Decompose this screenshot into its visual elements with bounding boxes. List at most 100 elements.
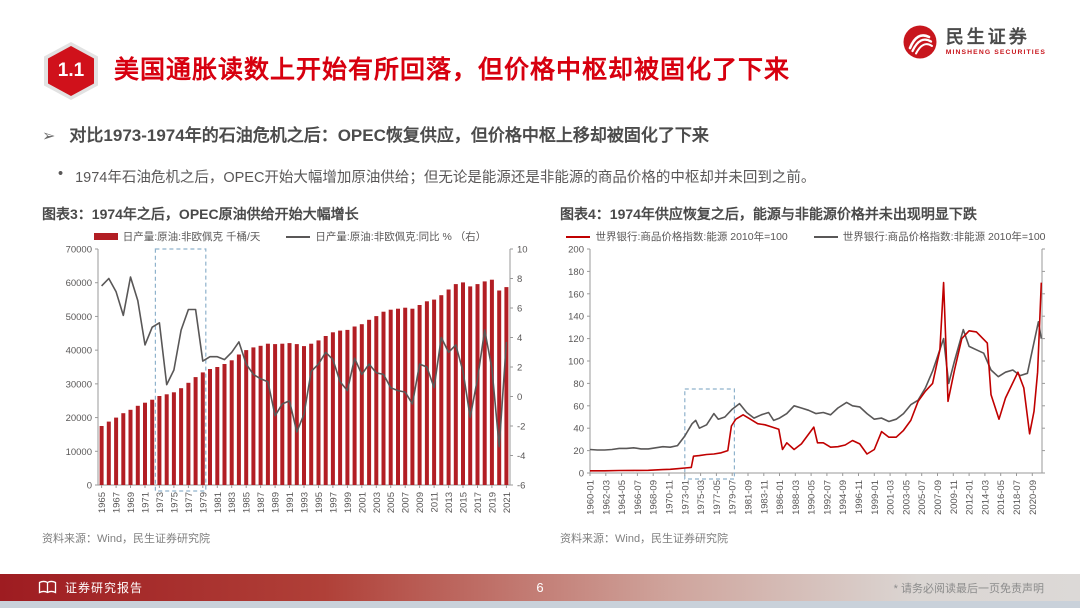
chart4-legend-energy-label: 世界银行:商品价格指数:能源 2010年=100 (595, 231, 788, 243)
svg-text:2012-01: 2012-01 (965, 480, 976, 515)
svg-text:2005: 2005 (386, 492, 397, 513)
svg-text:120: 120 (568, 334, 584, 345)
svg-text:2020-09: 2020-09 (1028, 480, 1039, 515)
highlight-box (684, 388, 736, 480)
svg-text:1992-07: 1992-07 (822, 480, 833, 515)
svg-text:1960-01: 1960-01 (586, 480, 597, 515)
svg-text:2005-07: 2005-07 (917, 480, 928, 515)
svg-text:10000: 10000 (66, 447, 92, 458)
red-line-swatch-icon (566, 235, 591, 238)
svg-text:2009: 2009 (415, 492, 426, 513)
svg-text:50000: 50000 (66, 312, 92, 323)
svg-text:180: 180 (568, 267, 584, 278)
svg-text:1995: 1995 (314, 492, 325, 513)
chart4-legend-nonenergy-label: 世界银行:商品价格指数:非能源 2010年=100 (842, 231, 1046, 243)
logo-name-en: MINSHENG SECURITIES (945, 48, 1046, 56)
report-book-icon (38, 580, 57, 594)
svg-text:2: 2 (517, 363, 522, 374)
line-swatch-icon (286, 235, 311, 238)
company-logo: 民生证券 MINSHENG SECURITIES (902, 24, 1046, 60)
bullet-heading-text: 对比1973-1974年的石油危机之后：OPEC恢复供应，但价格中枢上移却被固化… (69, 126, 709, 145)
chart4-source: 资料来源：Wind，民生证券研究院 (560, 533, 729, 545)
yoy-line (101, 276, 508, 448)
svg-text:1990-05: 1990-05 (807, 480, 818, 515)
svg-text:200: 200 (568, 245, 584, 256)
svg-text:1993: 1993 (300, 492, 311, 513)
chart3-source: 资料来源：Wind，民生证券研究院 (42, 533, 211, 545)
svg-text:1968-09: 1968-09 (649, 480, 660, 515)
bullet-detail: • 1974年石油危机之后，OPEC开始大幅增加原油供给；但无论是能源还是非能源… (58, 166, 1018, 187)
svg-text:1975-03: 1975-03 (696, 480, 707, 515)
series-line (589, 321, 1043, 451)
chart4-panel: 图表4：1974年供应恢复之后，能源与非能源价格并未出现明显下跌 世界银行:商品… (558, 204, 1054, 546)
svg-text:1991: 1991 (285, 492, 296, 513)
svg-text:1997: 1997 (328, 492, 339, 513)
svg-text:40000: 40000 (66, 346, 92, 357)
footer-report-type-label: 证券研究报告 (65, 581, 144, 595)
svg-text:-4: -4 (517, 451, 525, 462)
svg-text:1979: 1979 (198, 492, 209, 513)
chart3-legend-bar-label: 日产量:原油:非欧佩克 千桶/天 (122, 231, 261, 243)
bullet-detail-text: 1974年石油危机之后，OPEC开始大幅增加原油供给；但无论是能源还是非能源的商… (75, 170, 816, 186)
svg-text:1999-01: 1999-01 (870, 480, 881, 515)
page-title: 美国通胀读数上开始有所回落，但价格中枢却被固化了下来 (114, 56, 791, 84)
svg-text:10: 10 (517, 245, 528, 256)
svg-text:2007: 2007 (401, 492, 412, 513)
gray-line-swatch-icon (813, 235, 838, 238)
svg-text:1964-05: 1964-05 (617, 480, 628, 515)
svg-text:2007-09: 2007-09 (933, 480, 944, 515)
chart3-legend-line-label: 日产量:原油:非欧佩克:同比 % （右） (315, 231, 487, 243)
svg-text:40: 40 (573, 424, 584, 435)
bottom-strip (0, 601, 1080, 608)
bullet-dot-icon: • (58, 166, 64, 182)
svg-text:2011: 2011 (430, 492, 441, 512)
logo-text: 民生证券 MINSHENG SECURITIES (945, 27, 1046, 56)
footer-report-type: 证券研究报告 (38, 579, 143, 596)
svg-text:2017: 2017 (473, 492, 484, 513)
svg-text:1989: 1989 (271, 492, 282, 513)
svg-text:1965: 1965 (97, 492, 108, 513)
svg-text:1971: 1971 (141, 492, 152, 513)
svg-text:1986-01: 1986-01 (775, 480, 786, 515)
svg-text:2003-05: 2003-05 (901, 480, 912, 515)
svg-text:6: 6 (517, 304, 522, 315)
svg-text:2019: 2019 (487, 492, 498, 513)
svg-text:160: 160 (568, 289, 584, 300)
chart3-legend: 日产量:原油:非欧佩克 千桶/天 日产量:原油:非欧佩克:同比 % （右） (40, 229, 540, 244)
svg-text:60: 60 (573, 401, 584, 412)
chart3-title: 图表3：1974年之后，OPEC原油供给开始大幅增长 (42, 206, 359, 222)
highlight-box (154, 248, 207, 492)
svg-text:0: 0 (579, 469, 584, 480)
svg-text:1962-03: 1962-03 (601, 480, 612, 515)
svg-text:1977-05: 1977-05 (712, 480, 723, 515)
svg-text:8: 8 (517, 274, 522, 285)
svg-text:1973: 1973 (155, 492, 166, 513)
svg-text:1975: 1975 (169, 492, 180, 513)
svg-text:2016-05: 2016-05 (996, 480, 1007, 515)
svg-text:2001: 2001 (357, 492, 368, 513)
section-badge: 1.1 (44, 42, 98, 100)
svg-text:70000: 70000 (66, 245, 92, 256)
chart4-legend: 世界银行:商品价格指数:能源 2010年=100 世界银行:商品价格指数:非能源… (558, 229, 1054, 244)
svg-text:1966-07: 1966-07 (633, 480, 644, 515)
chart3-plot: 0 10000 20000 30000 40000 50000 60000 70000 -6 -4… (40, 245, 540, 526)
chart4-title: 图表4：1974年供应恢复之后，能源与非能源价格并未出现明显下跌 (560, 206, 977, 222)
svg-text:2018-07: 2018-07 (1012, 480, 1023, 515)
svg-text:1967: 1967 (112, 492, 123, 513)
svg-text:1981-09: 1981-09 (744, 480, 755, 515)
svg-text:2013: 2013 (444, 492, 455, 513)
charts-row: 图表3：1974年之后，OPEC原油供给开始大幅增长 日产量:原油:非欧佩克 千… (0, 204, 1080, 546)
svg-text:2015: 2015 (459, 492, 470, 513)
series-line (590, 281, 1043, 472)
svg-text:2009-11: 2009-11 (949, 480, 960, 514)
svg-text:80: 80 (573, 379, 584, 390)
chart3-panel: 图表3：1974年之后，OPEC原油供给开始大幅增长 日产量:原油:非欧佩克 千… (40, 204, 540, 546)
svg-text:1981: 1981 (213, 492, 224, 513)
svg-text:1977: 1977 (184, 492, 195, 513)
footer-disclaimer: * 请务必阅读最后一页免责声明 (893, 582, 1044, 595)
svg-text:1969: 1969 (126, 492, 137, 513)
minsheng-logo-icon (903, 25, 937, 59)
svg-text:-6: -6 (517, 481, 525, 492)
bullet-heading: ➢ 对比1973-1974年的石油危机之后：OPEC恢复供应，但价格中枢上移却被… (42, 121, 1022, 146)
